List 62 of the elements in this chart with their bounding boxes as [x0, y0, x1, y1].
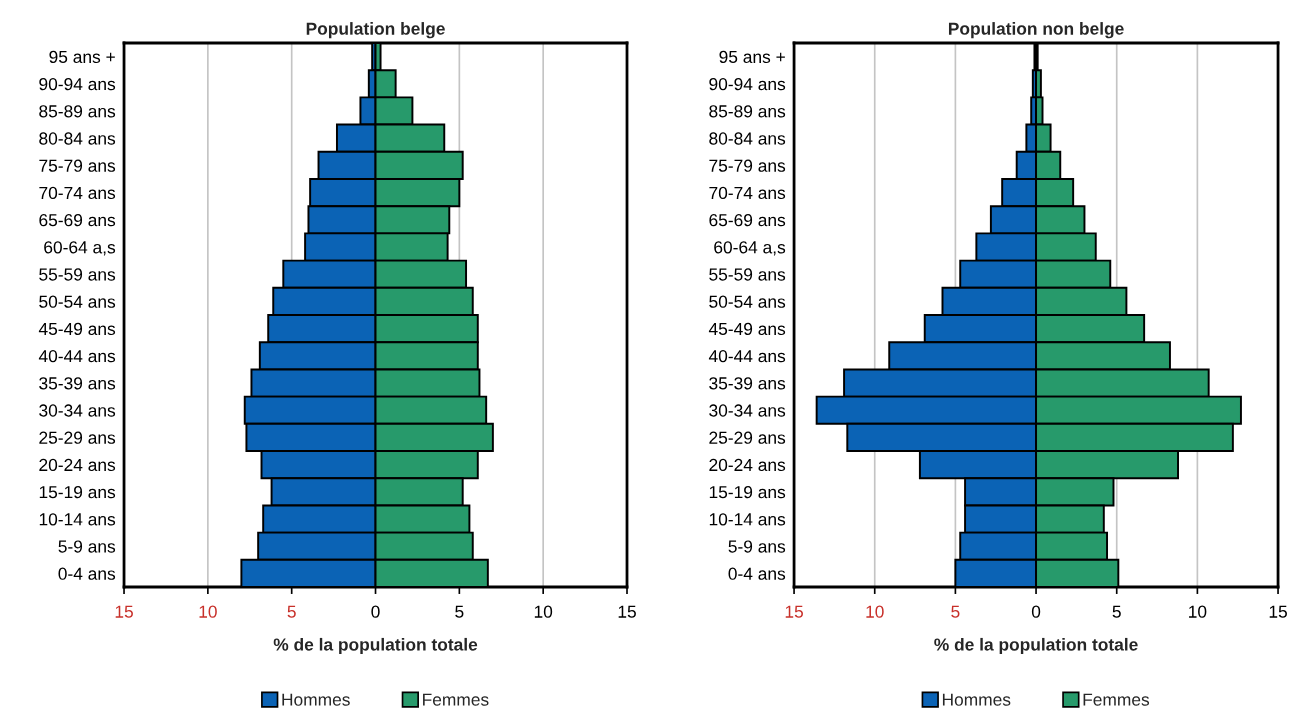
x-tick-label: 15: [785, 605, 803, 618]
y-tick-label: 70-74 ans: [709, 186, 786, 200]
y-tick-label: 50-54 ans: [39, 295, 116, 308]
y-tick-label: 40-44 ans: [38, 349, 116, 363]
legend-label: Hommes: [282, 693, 350, 706]
y-tick-label: 60-64 a,s: [44, 241, 116, 256]
chart-title: Population non belge: [948, 22, 1124, 39]
x-tick-label: 15: [618, 605, 636, 618]
y-tick-label: 55-59 ans: [709, 268, 786, 281]
y-tick-label: 0-4 ans: [58, 567, 116, 580]
chart-title: Population belge: [306, 22, 445, 39]
y-tick-label: 20-24 ans: [39, 458, 116, 472]
y-tick-label: 75-79 ans: [39, 159, 116, 172]
y-tick-label: 0-4 ans: [728, 567, 786, 580]
x-axis-title: % de la population totale: [934, 637, 1138, 655]
x-axis-title: % de la population totale: [273, 637, 478, 655]
x-tick-label: 0: [1031, 605, 1041, 618]
y-tick-label: 55-59 ans: [39, 268, 116, 281]
x-tick-label: 10: [1189, 605, 1207, 618]
y-tick-label: 15-19 ans: [709, 485, 786, 499]
x-tick-label: 0: [371, 605, 380, 618]
x-tick-label: 5: [951, 605, 960, 618]
y-tick-label: 5-9 ans: [58, 540, 116, 553]
y-tick-label: 30-34 ans: [39, 404, 116, 417]
y-tick-label: 5-9 ans: [728, 540, 786, 553]
legend-label: Femmes: [1083, 693, 1150, 706]
y-tick-label: 35-39 ans: [39, 377, 116, 390]
y-tick-label: 95 ans +: [719, 50, 785, 64]
x-tick-label: 5: [1112, 605, 1121, 618]
y-tick-label: 95 ans +: [49, 50, 115, 64]
y-tick-label: 90-94 ans: [39, 77, 116, 91]
x-tick-label: 15: [1269, 605, 1287, 618]
y-tick-label: 35-39 ans: [709, 377, 786, 390]
y-tick-label: 80-84 ans: [39, 132, 116, 145]
y-tick-label: 15-19 ans: [39, 485, 116, 499]
y-tick-label: 70-74 ans: [39, 186, 116, 200]
x-tick-label: 10: [534, 605, 553, 618]
y-tick-label: 45-49 ans: [708, 322, 786, 336]
y-tick-label: 40-44 ans: [708, 349, 786, 363]
y-tick-label: 85-89 ans: [709, 105, 786, 118]
y-tick-label: 60-64 a,s: [714, 241, 786, 256]
x-tick-label: 10: [199, 605, 217, 618]
y-tick-label: 30-34 ans: [709, 404, 786, 417]
x-tick-label: 5: [455, 605, 464, 618]
y-tick-label: 85-89 ans: [39, 105, 116, 118]
y-tick-label: 65-69 ans: [39, 213, 116, 227]
y-tick-label: 10-14 ans: [39, 513, 116, 526]
y-tick-label: 20-24 ans: [709, 458, 786, 472]
y-tick-label: 45-49 ans: [38, 322, 116, 336]
x-tick-label: 5: [287, 605, 296, 618]
y-tick-label: 75-79 ans: [709, 159, 786, 172]
y-tick-label: 10-14 ans: [709, 513, 786, 526]
y-tick-label: 65-69 ans: [709, 213, 786, 227]
y-tick-label: 50-54 ans: [709, 295, 786, 308]
y-tick-label: 25-29 ans: [39, 431, 116, 444]
y-tick-label: 90-94 ans: [709, 77, 786, 91]
x-tick-label: 10: [866, 605, 884, 618]
y-tick-label: 80-84 ans: [709, 132, 786, 145]
legend-label: Femmes: [423, 693, 489, 706]
y-tick-label: 25-29 ans: [709, 431, 786, 444]
x-tick-label: 15: [115, 605, 133, 618]
legend-label: Hommes: [942, 693, 1011, 706]
